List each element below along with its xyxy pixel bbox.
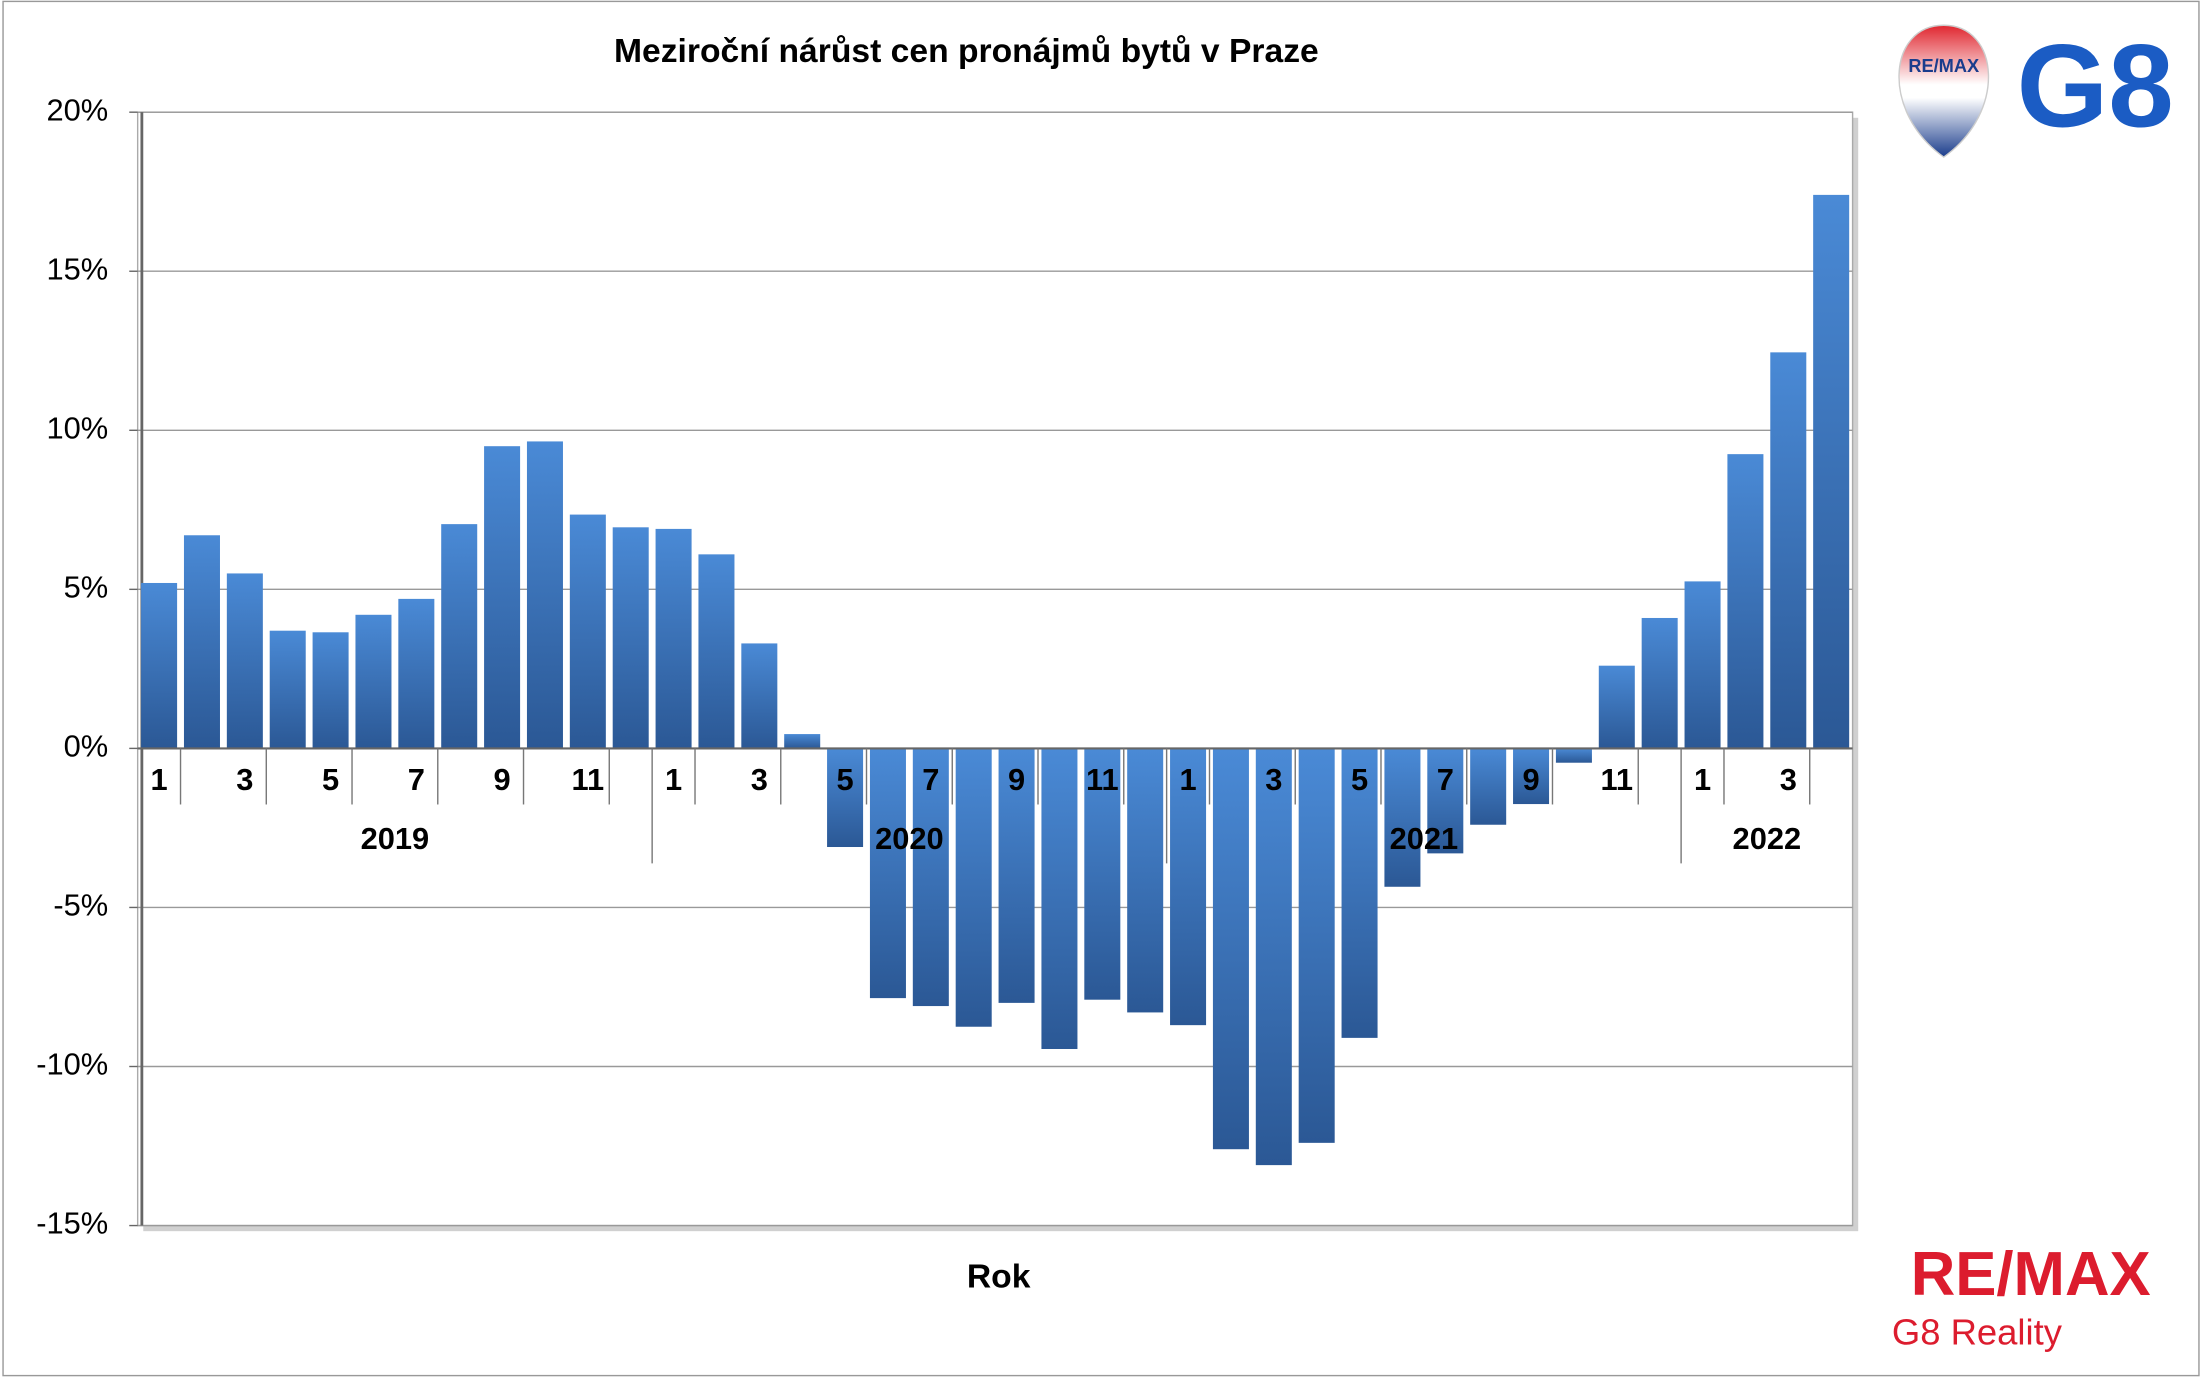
x-tick-label: 5	[322, 762, 339, 797]
bar	[1212, 748, 1249, 1150]
x-axis-label: Rok	[967, 1259, 1031, 1296]
bar	[312, 632, 349, 749]
chart-title: Meziroční nárůst cen pronájmů bytů v Pra…	[614, 33, 1319, 70]
x-tick-label: 3	[751, 762, 768, 797]
bar	[183, 535, 220, 749]
bar	[612, 527, 649, 749]
y-tick-label: 5%	[64, 569, 109, 604]
bar	[1298, 748, 1335, 1143]
x-tick-label: 7	[408, 762, 425, 797]
x-tick-label: 5	[836, 762, 853, 797]
x-tick-label: 3	[236, 762, 253, 797]
x-tick-label: 9	[494, 762, 511, 797]
x-tick-label: 1	[1179, 762, 1196, 797]
bar	[1170, 748, 1207, 1026]
year-label: 2021	[1390, 821, 1459, 856]
bar	[1684, 581, 1721, 749]
bar	[1727, 454, 1764, 749]
y-tick-label: -10%	[36, 1047, 108, 1082]
bar	[1341, 748, 1378, 1038]
balloon-logo	[1898, 24, 1990, 158]
x-tick-label: 1	[665, 762, 682, 797]
y-tick-label: -5%	[53, 888, 108, 923]
x-tick-label: 1	[151, 762, 168, 797]
bar	[226, 573, 263, 749]
bar	[1084, 748, 1121, 1000]
bar	[912, 748, 949, 1007]
bar	[1384, 748, 1421, 887]
x-tick-label: 9	[1008, 762, 1025, 797]
bar	[526, 441, 563, 749]
bar	[784, 734, 821, 749]
company-name: G8 Reality	[1892, 1312, 2063, 1353]
bar	[1770, 352, 1807, 749]
y-tick-label: -15%	[36, 1206, 108, 1241]
y-tick-label: 10%	[47, 410, 109, 445]
bar	[955, 748, 992, 1027]
x-tick-label: 7	[1437, 762, 1454, 797]
bar	[1041, 748, 1078, 1050]
bar	[655, 528, 692, 749]
bar	[1127, 748, 1164, 1013]
bar	[1255, 748, 1292, 1166]
x-tick-label: 3	[1780, 762, 1797, 797]
plot-area	[136, 111, 1854, 1227]
bar	[269, 630, 306, 749]
bar	[441, 524, 478, 749]
bar	[398, 598, 435, 749]
bar	[1513, 748, 1550, 805]
bar	[698, 554, 735, 749]
bar	[1427, 748, 1464, 854]
bar	[484, 446, 521, 749]
bar	[569, 514, 606, 749]
x-tick-label: 11	[1600, 762, 1633, 797]
y-tick-label: 15%	[47, 251, 109, 286]
x-tick-label: 11	[572, 762, 605, 797]
year-label: 2022	[1733, 821, 1802, 856]
year-label: 2019	[361, 821, 430, 856]
bar	[1813, 194, 1850, 749]
bar	[998, 748, 1035, 1003]
bar	[1598, 665, 1635, 749]
x-tick-label: 11	[1086, 762, 1119, 797]
x-tick-label: 9	[1522, 762, 1539, 797]
x-tick-label: 1	[1694, 762, 1711, 797]
x-tick-label: 5	[1351, 762, 1368, 797]
bar	[1555, 748, 1592, 763]
bar	[869, 748, 906, 999]
bar	[141, 582, 178, 749]
bar	[355, 614, 392, 749]
bar	[1470, 748, 1507, 825]
bar	[827, 748, 864, 848]
bar	[741, 643, 778, 749]
bar	[1641, 617, 1678, 749]
y-tick-label: 20%	[47, 92, 109, 127]
balloon-text: RE/MAX	[1908, 56, 1979, 76]
g8-logo: G8	[2017, 19, 2174, 151]
x-tick-label: 7	[922, 762, 939, 797]
brand-logo: RE/MAX	[1911, 1240, 2151, 1309]
year-label: 2020	[875, 821, 944, 856]
y-tick-label: 0%	[64, 729, 109, 764]
x-tick-label: 3	[1265, 762, 1282, 797]
